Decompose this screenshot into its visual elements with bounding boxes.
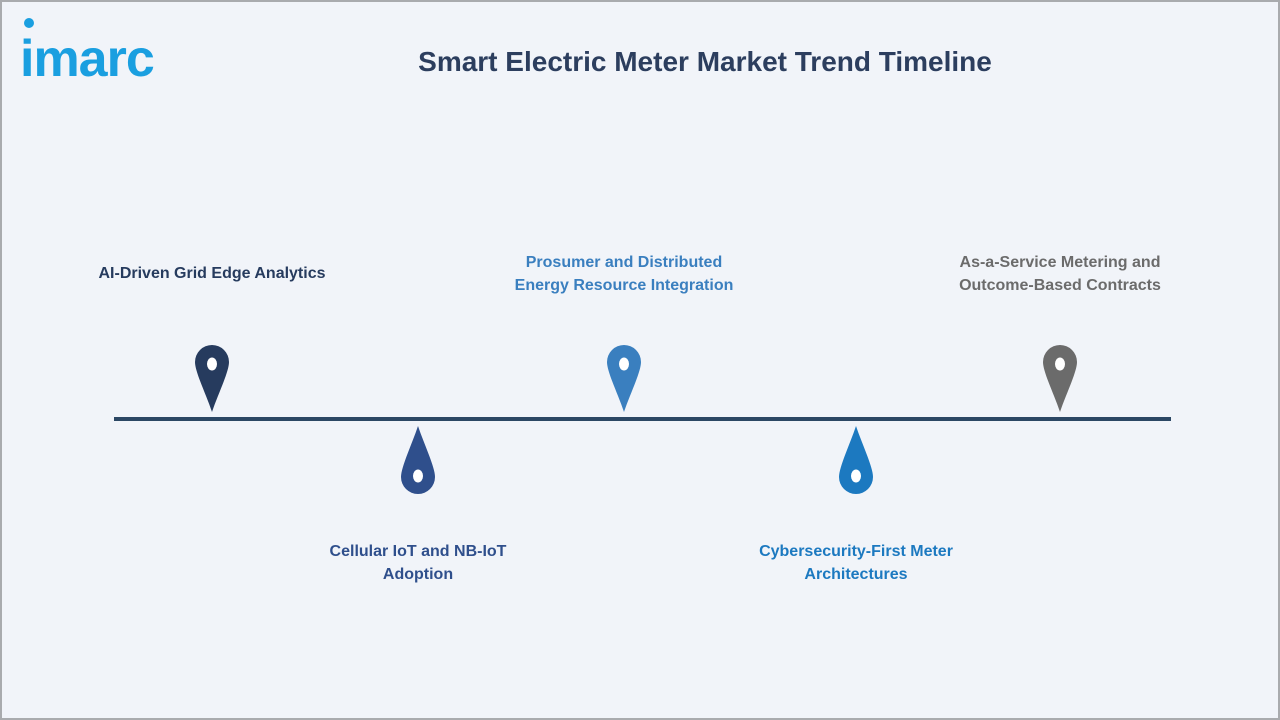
- timeline-marker-1-icon: [195, 345, 229, 412]
- timeline-item-4-label: Cybersecurity-First Meter Architectures: [759, 543, 953, 583]
- timeline-marker-1-dot: [207, 357, 217, 371]
- imarc-logo: imarc: [20, 16, 205, 84]
- timeline-marker-5-icon: [1043, 345, 1077, 412]
- timeline-marker-2-dot: [413, 469, 423, 483]
- timeline-marker-2-icon: [401, 426, 435, 494]
- timeline-item-3-label: Prosumer and Distributed Energy Resource…: [514, 254, 734, 294]
- timeline-item-1-label: AI-Driven Grid Edge Analytics: [98, 265, 326, 282]
- timeline-marker-5-dot: [1055, 357, 1065, 371]
- page-title: Smart Electric Meter Market Trend Timeli…: [418, 46, 992, 77]
- timeline-marker-3-dot: [619, 357, 629, 371]
- svg-text:imarc: imarc: [20, 30, 154, 84]
- timeline-marker-4-icon: [839, 426, 873, 494]
- timeline-marker-3-icon: [607, 345, 641, 412]
- imarc-logo-mark: imarc: [20, 18, 155, 84]
- timeline-item-5-label: As-a-Service Metering and Outcome-Based …: [959, 254, 1161, 294]
- timeline-marker-4-dot: [851, 469, 861, 483]
- timeline-item-2-label: Cellular IoT and NB-IoT Adoption: [329, 543, 507, 583]
